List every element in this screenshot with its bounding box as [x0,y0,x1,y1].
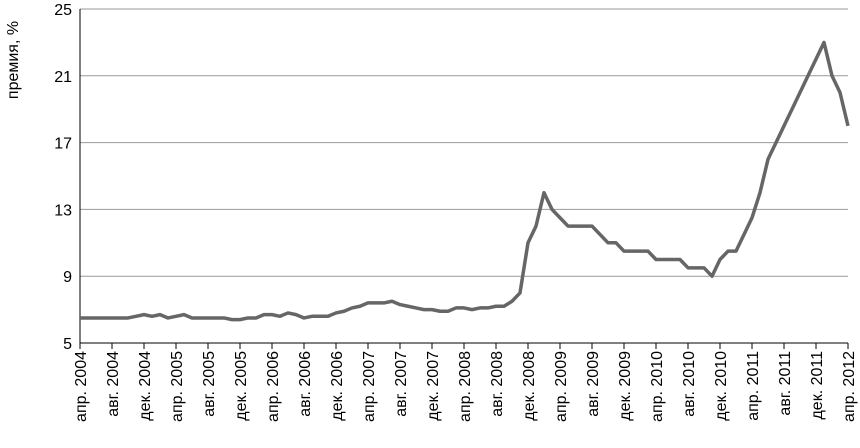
data-line [80,40,850,322]
x-tick-label: дек. 2006 [329,351,346,421]
x-tick-label: авг. 2010 [681,351,698,417]
x-tick-label: дек. 2004 [137,351,154,421]
x-tick-label: апр. 2012 [841,351,858,422]
y-tick-label: 13 [54,202,72,219]
x-tick-label: апр. 2011 [745,351,762,421]
x-tick-label: апр. 2005 [169,351,186,422]
x-tick-label: апр. 2010 [649,351,666,422]
x-tick-label: дек. 2011 [809,351,826,420]
x-tick-label: дек. 2005 [233,351,250,421]
x-tick-label: авг. 2004 [105,351,122,417]
x-tick-label: авг. 2005 [201,351,218,417]
x-tick-label: авг. 2009 [585,351,602,417]
y-tick-label: 25 [54,2,72,19]
x-tick-label: дек. 2009 [617,351,634,421]
x-tick-label: дек. 2010 [713,351,730,421]
x-tick-label: апр. 2007 [361,351,378,422]
x-tick-label: авг. 2011 [777,351,794,416]
y-tick-label: 5 [63,336,72,353]
x-tick-label: авг. 2006 [297,351,314,417]
x-tick-label: апр. 2006 [265,351,282,422]
x-tick-label: дек. 2007 [425,351,442,421]
x-tick-label: авг. 2008 [489,351,506,417]
y-tick-label: 21 [54,69,72,86]
x-tick-label: апр. 2009 [553,351,570,422]
x-tick-label: авг. 2007 [393,351,410,417]
y-tick-label: 9 [63,269,72,286]
y-tick-label: 17 [54,136,72,153]
x-tick-label: апр. 2008 [457,351,474,422]
x-tick-label: дек. 2008 [521,351,538,421]
y-axis-label: премия, % [5,21,22,99]
x-tick-label: апр. 2004 [73,351,90,422]
